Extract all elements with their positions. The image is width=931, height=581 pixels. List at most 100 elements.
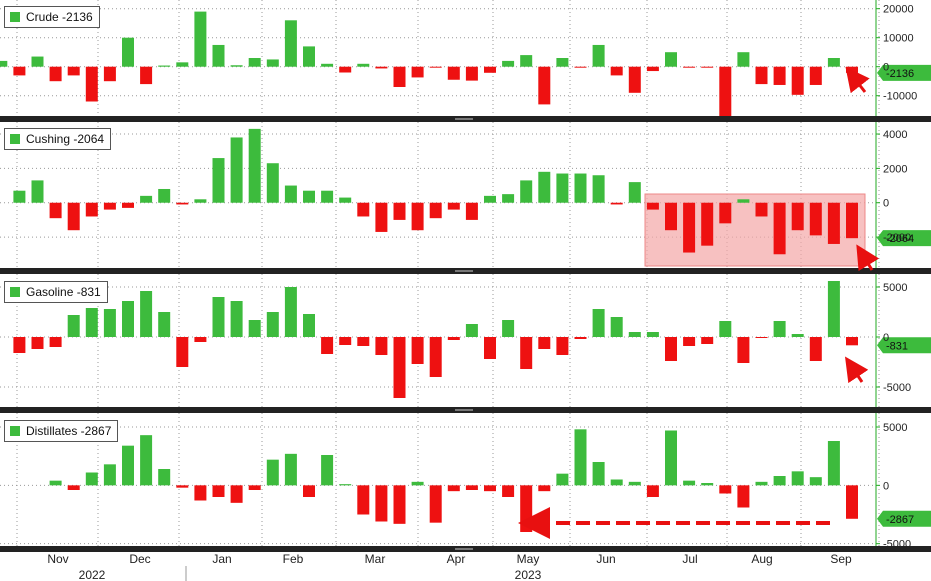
gasoline-bar [85, 308, 98, 337]
distillates-ytick-label: -5000 [883, 539, 911, 551]
x-month-label: Nov [47, 552, 68, 566]
distillates-ytick-label: 0 [883, 480, 889, 492]
gasoline-bar [646, 332, 659, 337]
cushing-bar [13, 190, 26, 203]
gasoline-bar [122, 301, 134, 337]
gasoline-bar [31, 337, 44, 349]
cushing-last-value-tag [877, 230, 931, 247]
arrows-layer [518, 66, 880, 539]
distillates-legend-text: Distillates -2867 [26, 424, 112, 438]
gasoline-bar [176, 337, 189, 367]
distillates-bar [447, 485, 460, 492]
gasoline-bar [248, 320, 261, 337]
crude-bar [465, 66, 478, 81]
cushing-bar [429, 202, 442, 219]
cushing-bar [791, 202, 804, 231]
crude-bar [67, 66, 80, 76]
cushing-bar [248, 128, 261, 203]
crude-bar [719, 66, 732, 116]
gasoline-bar [827, 281, 840, 337]
crude-legend-text: Crude -2136 [26, 10, 93, 24]
distillates-bar [230, 485, 243, 503]
crude-bar [303, 46, 315, 67]
cushing-ytick-label: 2000 [883, 163, 907, 175]
distillates-bar [49, 480, 62, 486]
x-year-label: 2023 [515, 568, 542, 581]
distillates-bar [809, 477, 822, 486]
crude-bar [791, 66, 804, 95]
crude-bar [393, 66, 406, 87]
gasoline-bar [284, 287, 297, 337]
crude-bar [85, 66, 98, 102]
cushing-bar [827, 202, 840, 244]
crude-bar [13, 66, 26, 76]
cushing-bar [465, 202, 478, 220]
gasoline-bar [791, 334, 804, 337]
distillates-bar [592, 462, 605, 486]
distillates-legend-swatch [10, 426, 20, 436]
cushing-bar [719, 202, 732, 224]
cushing-bar [339, 197, 352, 203]
gasoline-arrow [845, 356, 869, 384]
distillates-bar [701, 483, 714, 486]
distillates-last-value-label: -2867 [886, 514, 914, 526]
distillates-bar [827, 441, 840, 486]
x-month-label: Aug [751, 552, 772, 566]
distillates-bar [719, 485, 732, 494]
crude-bar [230, 65, 243, 67]
crude-bar [357, 63, 370, 67]
crude-bar [556, 58, 569, 67]
panel-resize-handle [455, 270, 473, 272]
cushing-bar [49, 202, 62, 219]
crude-bar [447, 66, 460, 80]
distillates-bar [610, 479, 623, 486]
crude-bar [502, 60, 515, 67]
crude-ytick-label: -10000 [883, 91, 917, 103]
x-year-label: 2022 [79, 568, 106, 581]
bars-layer [0, 11, 858, 532]
cushing-bar [665, 202, 677, 231]
distillates-bar [194, 485, 207, 501]
cushing-bar [809, 202, 822, 236]
distillates-bar [284, 453, 297, 486]
panel-resize-handle [455, 548, 473, 550]
x-month-label: Apr [447, 552, 466, 566]
cushing-bar [103, 202, 116, 210]
cushing-bar [411, 202, 424, 231]
gasoline-bar [701, 337, 714, 344]
cushing-bar [230, 137, 243, 203]
cushing-bar [321, 190, 334, 203]
gasoline-bar [266, 312, 279, 337]
crude-bar [31, 56, 44, 67]
cushing-legend-swatch [10, 134, 20, 144]
gasoline-bar [846, 337, 858, 346]
distillates-bar [176, 485, 189, 488]
distillates-bar [103, 464, 116, 486]
x-month-label: Jul [682, 552, 697, 566]
x-month-label: Jun [596, 552, 615, 566]
cushing-ytick-label: 4000 [883, 129, 907, 141]
gasoline-bar [773, 321, 786, 337]
cushing-bar [610, 202, 623, 205]
cushing-bar [194, 199, 207, 203]
distillates-bar [791, 471, 804, 486]
distillates-bar [248, 485, 261, 490]
gasoline-bar [610, 317, 623, 337]
crude-bar [646, 66, 659, 72]
distillates-bar [85, 472, 98, 486]
distillates-bar [122, 445, 134, 486]
gasoline-bar [140, 291, 153, 337]
cushing-legend: Cushing -2064 [4, 128, 112, 150]
gasoline-bar [592, 309, 605, 337]
cushing-bar [67, 202, 80, 231]
gasoline-bar [574, 337, 587, 339]
distillates-bar [628, 481, 641, 486]
gasoline-ytick-label: 0 [883, 332, 889, 344]
crude-ytick-label: 10000 [883, 33, 914, 45]
crude-bar [846, 66, 858, 73]
crude-last-value-tag [877, 64, 931, 81]
cushing-bar [375, 202, 388, 232]
gasoline-bar [502, 320, 515, 337]
